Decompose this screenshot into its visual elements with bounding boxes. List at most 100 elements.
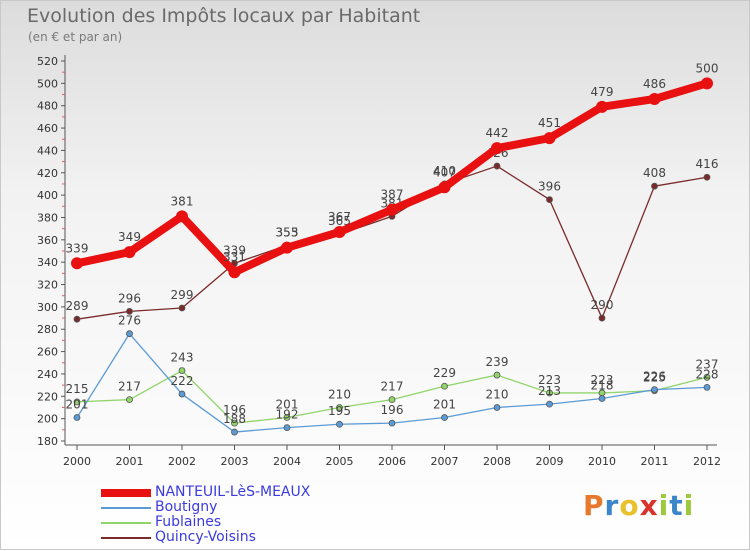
data-point (126, 307, 133, 315)
legend-label: Quincy-Voisins (155, 529, 256, 545)
y-tick-label: 340 (37, 256, 58, 269)
data-label: 479 (591, 85, 614, 99)
y-tick-label: 440 (37, 144, 58, 157)
data-label: 289 (66, 299, 89, 313)
data-point (438, 181, 451, 194)
legend-label: Fublaines (155, 514, 222, 530)
data-point (596, 100, 608, 113)
data-point (178, 367, 186, 374)
logo-letter: P (583, 489, 605, 522)
data-label: 367 (328, 210, 351, 224)
data-label: 381 (171, 194, 194, 208)
data-label: 407 (433, 165, 456, 179)
data-label: 217 (381, 380, 404, 394)
logo-letter: i (658, 489, 670, 522)
data-label: 410 (433, 164, 456, 178)
data-label: 331 (223, 250, 246, 264)
x-tick-label: 2001 (116, 455, 144, 468)
data-label: 223 (538, 373, 561, 387)
data-point (228, 266, 241, 279)
data-point (336, 404, 343, 411)
y-tick-label: 320 (37, 279, 58, 292)
y-tick-label: 460 (37, 122, 58, 135)
data-label: 353 (276, 226, 299, 240)
data-point (71, 257, 83, 270)
logo-letter: x (639, 489, 659, 522)
data-point (178, 304, 186, 312)
data-label: 243 (171, 351, 194, 365)
x-tick-label: 2002 (168, 455, 196, 468)
y-tick-label: 480 (37, 100, 58, 113)
data-label: 188 (223, 412, 246, 426)
y-tick-label: 240 (37, 368, 58, 381)
data-point (598, 395, 606, 402)
data-label: 239 (486, 355, 509, 369)
data-label: 192 (276, 408, 299, 422)
logo-letter: r (604, 489, 620, 522)
data-point (441, 414, 448, 421)
data-label: 210 (486, 387, 509, 401)
y-tick-label: 180 (37, 435, 58, 448)
data-point (283, 424, 291, 431)
x-tick-label: 2005 (326, 455, 354, 468)
data-point (493, 162, 501, 170)
data-label: 396 (538, 180, 561, 194)
logo-letter: o (619, 489, 640, 522)
data-label: 225 (643, 371, 666, 385)
data-label: 408 (643, 166, 666, 180)
legend-swatch (101, 489, 151, 497)
data-point (386, 203, 398, 216)
data-label: 210 (328, 387, 351, 401)
data-point (703, 173, 711, 181)
data-point (491, 142, 503, 155)
data-label: 215 (66, 382, 89, 396)
legend-swatch (101, 522, 151, 524)
data-point (651, 386, 658, 393)
data-label: 339 (66, 241, 89, 255)
y-tick-label: 420 (37, 167, 58, 180)
data-label: 486 (643, 77, 666, 91)
y-tick-label: 200 (37, 413, 58, 426)
data-point (281, 241, 293, 254)
legend-label: Boutigny (155, 499, 218, 515)
data-label: 387 (381, 188, 404, 202)
data-point (546, 400, 553, 408)
x-tick-label: 2009 (536, 455, 564, 468)
legend-label: NANTEUIL-LèS-MEAUX (155, 484, 311, 500)
y-tick-label: 400 (37, 189, 58, 202)
proxiti-logo: Proxiti (583, 489, 694, 522)
data-point (388, 419, 396, 427)
data-point (283, 414, 291, 421)
data-label: 451 (538, 116, 561, 130)
y-tick-label: 500 (37, 77, 58, 90)
data-point (648, 93, 661, 105)
data-label: 442 (486, 126, 509, 140)
data-label: 237 (696, 357, 719, 371)
data-label: 365 (328, 214, 351, 228)
logo-letter: i (683, 489, 695, 522)
data-point (126, 330, 133, 338)
x-tick-label: 2003 (221, 455, 249, 468)
data-label: 213 (538, 384, 561, 398)
data-point (598, 314, 606, 322)
y-tick-label: 220 (37, 390, 58, 403)
data-label: 223 (591, 373, 614, 387)
data-label: 195 (328, 404, 351, 418)
data-label: 196 (381, 403, 404, 417)
data-point (388, 396, 396, 404)
x-tick-label: 2012 (693, 455, 721, 468)
data-point (231, 428, 238, 436)
data-point (231, 419, 238, 427)
data-point (493, 404, 501, 411)
x-tick-label: 2006 (378, 455, 406, 468)
x-tick-label: 2000 (63, 455, 91, 468)
data-point (178, 390, 186, 398)
data-point (493, 371, 501, 379)
logo-letter: t (669, 489, 684, 522)
data-point (333, 226, 346, 238)
data-label: 201 (66, 398, 89, 412)
data-point (546, 196, 553, 203)
data-point (703, 383, 711, 391)
